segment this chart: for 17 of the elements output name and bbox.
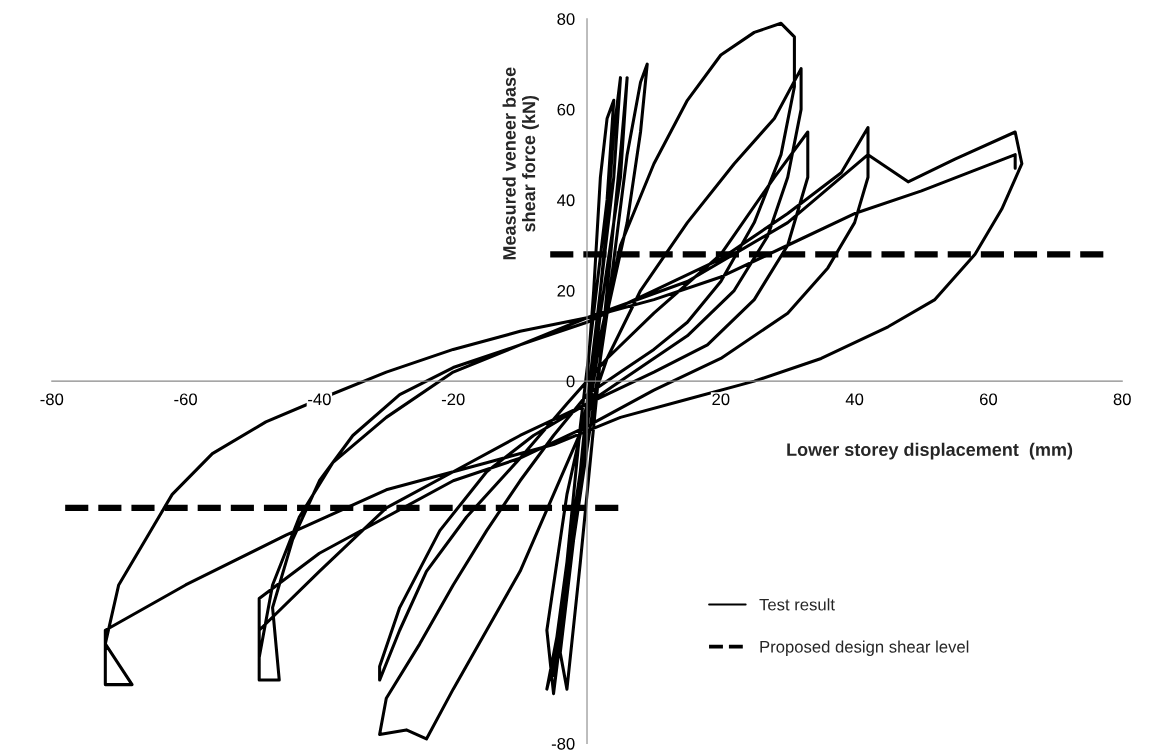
x-tick-label: 40: [845, 393, 864, 406]
x-tick-label: 60: [980, 393, 998, 406]
y-tick-label: 20: [557, 284, 575, 297]
x-tick-label: 20: [712, 393, 730, 406]
x-tick-label: -80: [40, 393, 64, 406]
y-axis-title: Measured veneer base shear force (kN): [502, 67, 539, 260]
legend-label: Proposed design shear level: [760, 640, 969, 657]
x-axis-title: Lower storey displacement (mm): [787, 442, 1073, 460]
y-tick-label: 40: [557, 194, 575, 207]
legend-label: Test result: [759, 598, 835, 611]
y-tick-label: 80: [557, 13, 575, 25]
y-tick-label: 0: [566, 375, 575, 388]
y-tick-label: 60: [557, 103, 575, 116]
y-tick-label: -80: [551, 737, 575, 750]
x-tick-label: -60: [174, 393, 197, 406]
x-tick-label: -20: [441, 393, 465, 406]
x-tick-label: 80: [1113, 393, 1131, 406]
